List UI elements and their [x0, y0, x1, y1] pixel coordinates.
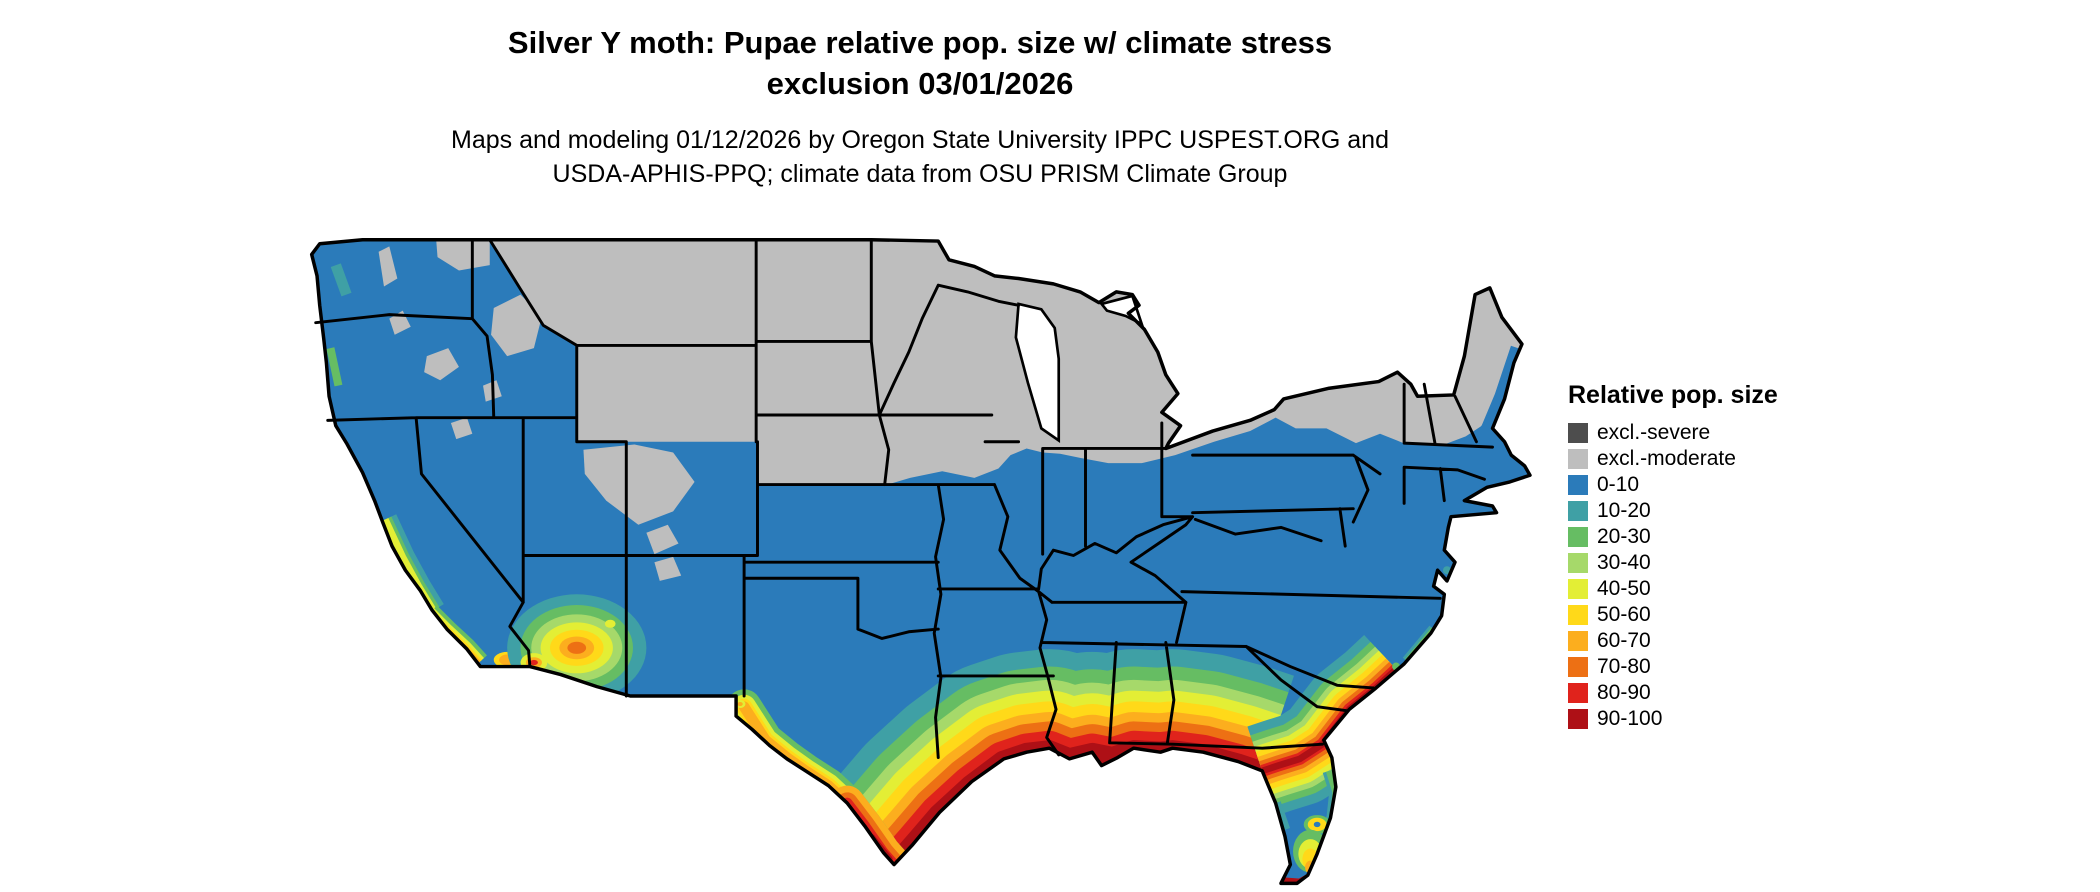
- state-borders: [314, 238, 1494, 760]
- legend-color-swatch: [1568, 631, 1588, 651]
- lake-michigan: [1014, 302, 1061, 443]
- legend-row: 90-100: [1568, 706, 1778, 732]
- legend-color-swatch: [1568, 579, 1588, 599]
- legend-row: 0-10: [1568, 472, 1778, 498]
- legend-color-swatch: [1568, 657, 1588, 677]
- great-lakes: [1014, 294, 1145, 443]
- legend-label: 80-90: [1597, 681, 1651, 704]
- legend-label: 40-50: [1597, 577, 1651, 600]
- map-subtitle: Maps and modeling 01/12/2026 by Oregon S…: [0, 123, 1840, 191]
- pacific-northwest-patches: [326, 263, 352, 387]
- legend-row: 10-20: [1568, 498, 1778, 524]
- legend-row: 40-50: [1568, 576, 1778, 602]
- legend-label: 30-40: [1597, 551, 1651, 574]
- legend-row: 30-40: [1568, 550, 1778, 576]
- map-subtitle-line2: USDA-APHIS-PPQ; climate data from OSU PR…: [552, 160, 1288, 188]
- legend-color-swatch: [1568, 553, 1588, 573]
- legend-title: Relative pop. size: [1568, 381, 1778, 409]
- legend-label: 0-10: [1597, 473, 1640, 496]
- legend-row: excl.-moderate: [1568, 446, 1778, 472]
- legend-label: 90-100: [1597, 707, 1663, 730]
- legend-row: 20-30: [1568, 524, 1778, 550]
- legend-label: 10-20: [1597, 499, 1651, 522]
- legend-label: 20-30: [1597, 525, 1651, 548]
- legend-color-swatch: [1568, 527, 1588, 547]
- legend-color-swatch: [1568, 709, 1588, 729]
- legend-label: 60-70: [1597, 629, 1651, 652]
- legend-row: 70-80: [1568, 654, 1778, 680]
- map-subtitle-line1: Maps and modeling 01/12/2026 by Oregon S…: [451, 126, 1389, 154]
- legend-label: 50-60: [1597, 603, 1651, 626]
- legend-row: 60-70: [1568, 628, 1778, 654]
- legend-color-swatch: [1568, 475, 1588, 495]
- legend-label: excl.-moderate: [1597, 447, 1736, 470]
- legend-label: excl.-severe: [1597, 421, 1711, 444]
- gulf-coast-gradient-bands: [894, 750, 1262, 865]
- legend-row: excl.-severe: [1568, 420, 1778, 446]
- us-map: [309, 237, 1532, 886]
- legend-color-swatch: [1568, 683, 1588, 703]
- map-title-line2: exclusion 03/01/2026: [766, 66, 1074, 101]
- legend-color-swatch: [1568, 605, 1588, 625]
- legend-color-swatch: [1568, 423, 1588, 443]
- map-title-line1: Silver Y moth: Pupae relative pop. size …: [507, 25, 1333, 60]
- legend-color-swatch: [1568, 501, 1588, 521]
- titles: Silver Y moth: Pupae relative pop. size …: [0, 22, 1840, 191]
- legend-label: 70-80: [1597, 655, 1651, 678]
- legend: Relative pop. size excl.-severe excl.-mo…: [1568, 381, 1778, 732]
- legend-items: excl.-severe excl.-moderate 0-10 10-20 2…: [1568, 420, 1778, 732]
- legend-row: 50-60: [1568, 602, 1778, 628]
- exclusion-moderate-region: [489, 239, 1522, 485]
- legend-color-swatch: [1568, 449, 1588, 469]
- legend-row: 80-90: [1568, 680, 1778, 706]
